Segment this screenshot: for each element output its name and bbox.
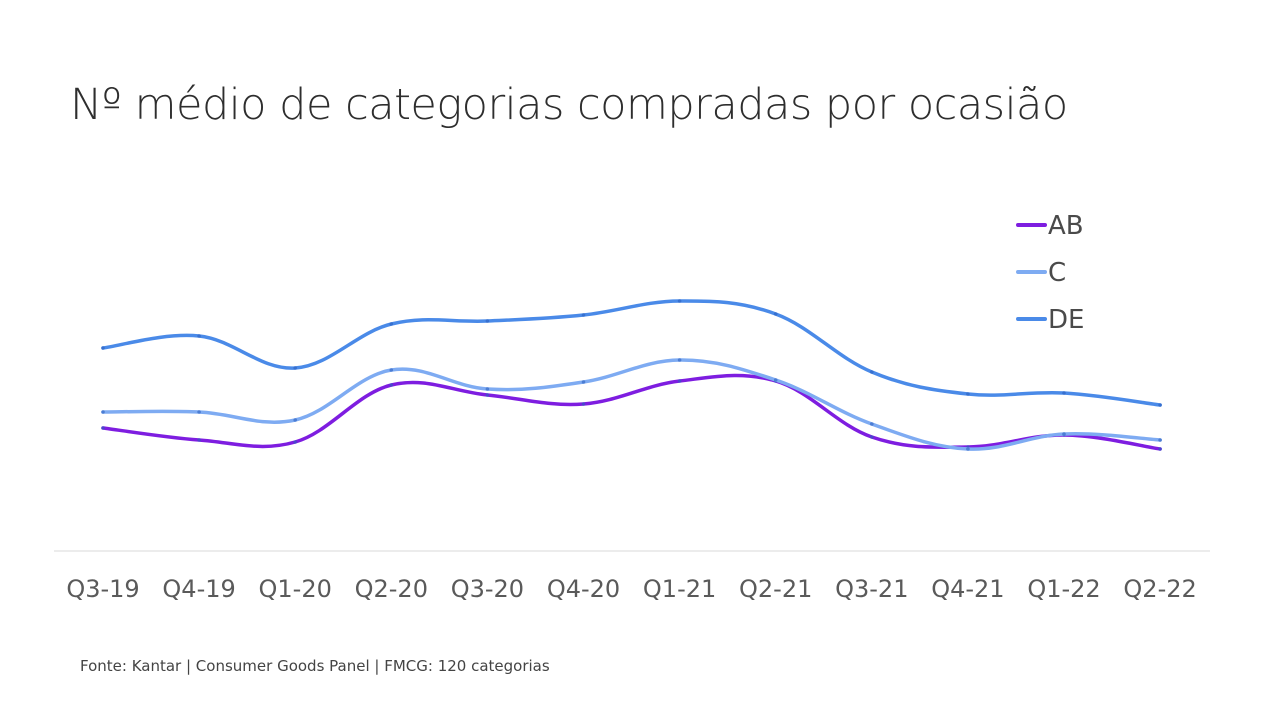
- data-point-ab: [677, 379, 682, 383]
- data-point-de: [773, 312, 778, 316]
- data-point-de: [485, 319, 490, 323]
- data-point-ab: [870, 435, 874, 439]
- legend-label: C: [1048, 258, 1066, 288]
- legend-item-de: DE: [1016, 305, 1084, 335]
- data-point-ab: [389, 383, 394, 387]
- data-point-de: [389, 322, 394, 326]
- x-tick-label: Q1-21: [643, 575, 716, 603]
- x-tick-label: Q3-20: [451, 575, 524, 603]
- data-point-c: [197, 410, 201, 414]
- x-tick-label: Q3-19: [66, 575, 139, 603]
- source-note: Fonte: Kantar | Consumer Goods Panel | F…: [80, 657, 550, 675]
- data-point-c: [677, 358, 682, 362]
- data-point-de: [197, 334, 201, 338]
- data-point-c: [1158, 438, 1162, 442]
- data-point-de: [293, 366, 298, 370]
- data-point-c: [773, 378, 778, 382]
- x-tick-label: Q3-21: [835, 575, 908, 603]
- legend-label: DE: [1048, 305, 1084, 335]
- x-tick-label: Q4-19: [162, 575, 235, 603]
- data-point-de: [101, 346, 105, 350]
- data-point-ab: [197, 438, 201, 442]
- data-point-ab: [293, 440, 298, 444]
- series-line-de: [101, 299, 1162, 407]
- x-tick-label: Q2-22: [1123, 575, 1196, 603]
- x-tick-label: Q2-21: [739, 575, 812, 603]
- data-point-ab: [581, 402, 586, 406]
- x-tick-label: Q4-21: [931, 575, 1004, 603]
- chart-title: Nº médio de categorias compradas por oca…: [70, 80, 1068, 130]
- data-point-c: [966, 447, 970, 451]
- series-line-ab: [101, 373, 1162, 451]
- data-point-c: [389, 368, 394, 372]
- x-tick-label: Q4-20: [547, 575, 620, 603]
- data-point-c: [581, 380, 586, 384]
- data-point-c: [101, 410, 105, 414]
- x-tick-label: Q1-22: [1027, 575, 1100, 603]
- data-point-c: [293, 418, 298, 422]
- data-point-ab: [485, 393, 490, 397]
- data-point-de: [1062, 391, 1066, 395]
- x-tick-label: Q2-20: [355, 575, 428, 603]
- legend-item-c: C: [1016, 258, 1066, 288]
- legend-item-ab: AB: [1016, 211, 1084, 241]
- data-point-ab: [1158, 447, 1162, 451]
- data-point-ab: [101, 426, 105, 430]
- legend-label: AB: [1048, 211, 1084, 241]
- data-point-de: [581, 313, 586, 317]
- x-tick-label: Q1-20: [259, 575, 332, 603]
- data-point-c: [1062, 432, 1066, 436]
- data-point-de: [1158, 403, 1162, 407]
- data-point-de: [966, 392, 970, 396]
- data-point-de: [677, 299, 682, 303]
- series-line-c: [101, 358, 1162, 451]
- data-point-c: [485, 387, 490, 391]
- data-point-c: [870, 422, 874, 426]
- data-point-de: [870, 370, 874, 374]
